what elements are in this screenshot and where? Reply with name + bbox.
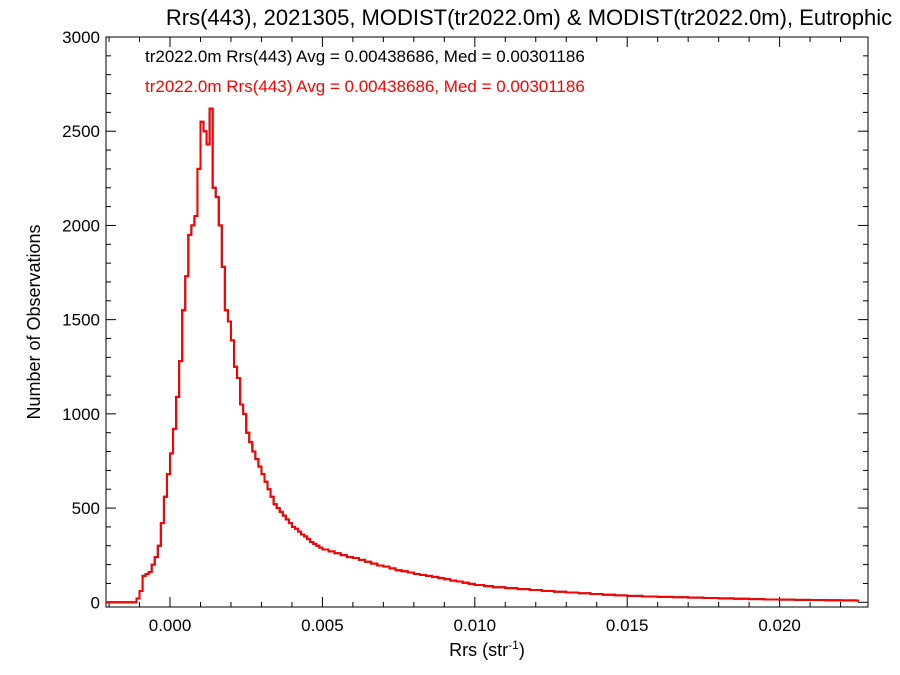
series-line-2	[106, 107, 859, 604]
chart-title: Rrs(443), 2021305, MODIST(tr2022.0m) & M…	[166, 5, 892, 30]
y-axis: 0 500 1000 1500 2000 2500 3000	[62, 28, 868, 612]
legend-entry-2: tr2022.0m Rrs(443) Avg = 0.00438686, Med…	[145, 77, 585, 96]
series-line-1	[106, 107, 859, 604]
x-tick-label: 0.005	[301, 616, 344, 635]
x-tick-label: 0.020	[758, 616, 801, 635]
x-axis: 0.000 0.005 0.010 0.015 0.020	[108, 37, 842, 635]
y-tick-label: 1000	[62, 405, 100, 424]
legend-entry-1: tr2022.0m Rrs(443) Avg = 0.00438686, Med…	[145, 47, 585, 66]
y-tick-label: 3000	[62, 28, 100, 47]
y-tick-label: 2000	[62, 216, 100, 235]
y-axis-label: Number of Observations	[24, 224, 44, 419]
y-tick-label: 0	[91, 593, 100, 612]
x-tick-label: 0.010	[454, 616, 497, 635]
y-tick-label: 1500	[62, 311, 100, 330]
plot-area: 0 500 1000 1500 2000 2500 3000 0.000 0.005 0.010…	[62, 28, 869, 635]
y-tick-label: 500	[72, 499, 100, 518]
y-tick-label: 2500	[62, 122, 100, 141]
x-tick-label: 0.000	[149, 616, 192, 635]
x-axis-label: Rrs (str-1)	[449, 638, 525, 660]
series-layer	[106, 107, 859, 604]
x-tick-label: 0.015	[606, 616, 649, 635]
plot-frame	[105, 36, 869, 608]
